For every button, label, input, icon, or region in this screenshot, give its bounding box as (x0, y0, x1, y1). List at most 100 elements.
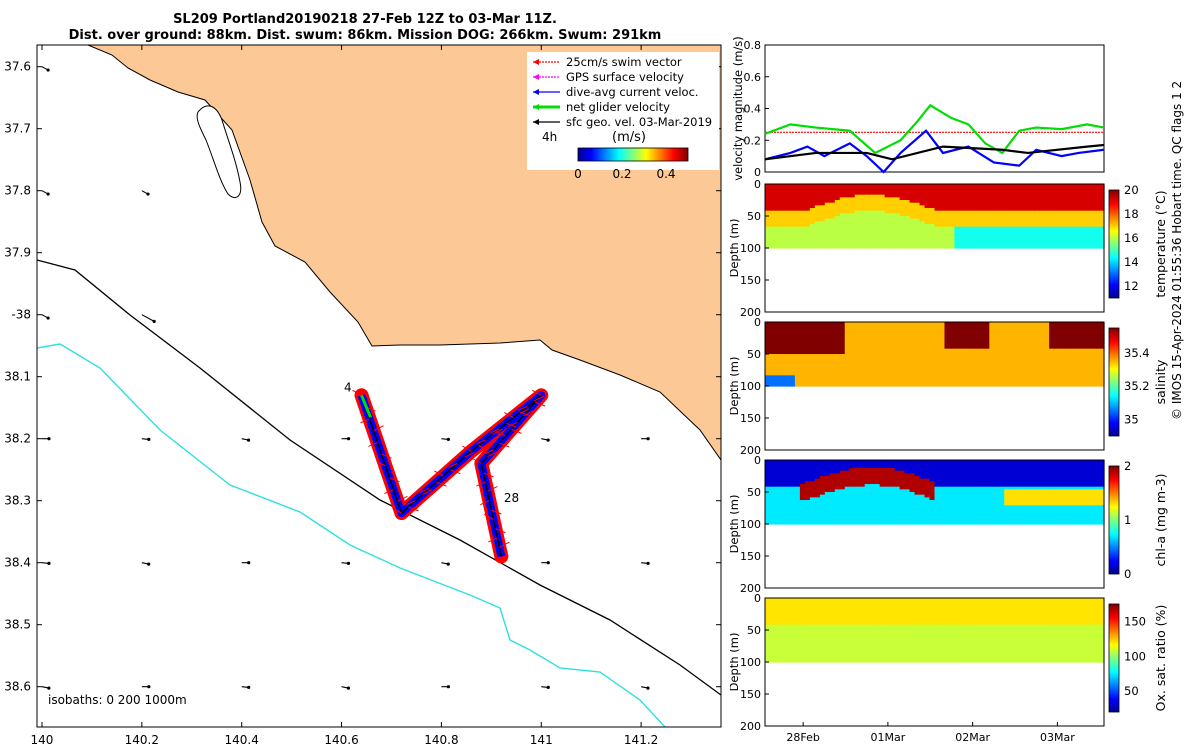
colorbar-tick-label: 12 (1124, 279, 1139, 293)
depth-axis-label: Depth (m) (730, 357, 741, 416)
depth-tick-label: 100 (740, 380, 761, 393)
colorbar-tick-label: 2 (1124, 459, 1131, 473)
map-y-tick-label: 37.9 (4, 246, 31, 260)
time-tick-label: 28Feb (786, 731, 819, 744)
track-annotation: 28 (504, 491, 519, 505)
velocity-series-line (764, 143, 1105, 161)
depth-tick-label: 0 (754, 454, 761, 467)
map-y-tick-label: 37.7 (4, 122, 31, 136)
colorbar-label: salinity (1153, 359, 1168, 404)
depth-tick-label: 150 (740, 550, 761, 563)
island (196, 105, 242, 198)
velocity-y-tick-label: 0.6 (744, 71, 762, 84)
depth-tick-label: 50 (747, 624, 761, 637)
map-x-tick-label: 140.4 (225, 733, 259, 747)
surface-velocity-arrows (41, 66, 650, 690)
colorbar-tick-label: 35 (1124, 412, 1139, 426)
legend-entry: sfc geo. vel. 03-Mar-2019 (566, 115, 712, 129)
colorbar-label: (m/s) (612, 130, 646, 145)
map-x-tick-label: 140.8 (424, 733, 458, 747)
map-y-tick-label: 38.4 (4, 556, 31, 570)
depth-tick-label: 150 (740, 688, 761, 701)
colorbar-tick-label: 0 (574, 167, 582, 181)
speed-colorbar (577, 147, 689, 162)
colorbar-tick-label: 16 (1124, 231, 1139, 245)
map-x-tick-label: 141 (530, 733, 553, 747)
map-y-tick-label: 38.1 (4, 370, 31, 384)
legend-entry: GPS surface velocity (566, 70, 684, 84)
legend-entry: 25cm/s swim vector (566, 55, 682, 69)
depth-tick-label: 50 (747, 348, 761, 361)
heatmap-field (765, 460, 1105, 525)
colorbar-tick-label: 150 (1124, 614, 1146, 628)
time-tick-label: 01Mar (871, 731, 906, 744)
colorbar-tick-label: 0.2 (612, 167, 631, 181)
glider-track (352, 388, 549, 564)
heatmap-field (765, 322, 1105, 387)
colorbar-tick-label: 35.2 (1124, 379, 1150, 393)
colorbar-tick-label: 35.4 (1124, 346, 1150, 360)
imos-timestamp: © IMOS 15-Apr-2024 01:55:36 Hobart time.… (1170, 80, 1184, 420)
chart-subtitle: Dist. over ground: 88km. Dist. swum: 86k… (68, 28, 662, 43)
colorbar-tick-label: 20 (1124, 183, 1139, 197)
chart-title: SL209 Portland20190218 27-Feb 12Z to 03-… (173, 12, 557, 27)
colorbar-tick-label: 18 (1124, 207, 1139, 221)
colorbar-tick-label: 1 (1124, 513, 1131, 527)
legend-entry: net glider velocity (566, 100, 670, 114)
time-tick-label: 02Mar (955, 731, 990, 744)
depth-tick-label: 0 (754, 316, 761, 329)
depth-tick-label: 0 (754, 592, 761, 605)
map-chart: 4 28 140 140.2 140.4 140.6 140.8 141 141.2 37.6 3… (4, 44, 722, 747)
depth-tick-label: 200 (740, 582, 761, 595)
track-annotation: 4 (344, 381, 352, 395)
velocity-y-axis-label: velocity magnitude (m/s) (731, 36, 745, 181)
velocity-series-line (764, 103, 1105, 155)
velocity-y-tick-label: 0 (754, 166, 761, 179)
legend-entry: dive-avg current veloc. (566, 85, 699, 99)
colorbar-tick-label: 100 (1124, 649, 1146, 663)
map-y-tick-label: 38.6 (4, 680, 31, 694)
depth-tick-label: 200 (740, 444, 761, 457)
colorbar-tick-label: 14 (1124, 255, 1139, 269)
isobath-1000m (37, 343, 666, 727)
depth-tick-label: 100 (740, 656, 761, 669)
heatmap-colorbar (1108, 327, 1120, 437)
velocity-y-tick-label: 0.4 (744, 103, 762, 116)
colorbar-tick-label: 0 (1124, 567, 1131, 581)
map-x-tick-label: 140.6 (324, 733, 358, 747)
depth-tick-label: 0 (754, 178, 761, 191)
depth-tick-label: 200 (740, 306, 761, 319)
map-y-tick-label: -38 (11, 308, 31, 322)
depth-tick-label: 200 (740, 720, 761, 733)
heatmap-field (765, 184, 1105, 249)
depth-tick-label: 50 (747, 486, 761, 499)
map-x-tick-label: 140.2 (125, 733, 159, 747)
map-y-tick-label: 38.3 (4, 494, 31, 508)
isobath-200m (37, 259, 721, 696)
colorbar-label: chl-a (mg m-3) (1153, 474, 1168, 567)
colorbar-tick-label: 0.4 (656, 167, 675, 181)
colorbar-label: Ox. sat. ratio (%) (1153, 605, 1168, 712)
colorbar-label: temperature (°C) (1153, 190, 1168, 297)
depth-tick-label: 100 (740, 242, 761, 255)
heatmap-colorbar (1108, 189, 1120, 299)
map-y-tick-label: 38.5 (4, 618, 31, 632)
depth-axis-label: Depth (m) (730, 633, 741, 692)
legend-interval: 4h (542, 130, 557, 144)
depth-tick-label: 150 (740, 412, 761, 425)
time-tick-label: 03Mar (1040, 731, 1075, 744)
map-y-tick-label: 37.6 (4, 60, 31, 74)
depth-axis-label: Depth (m) (730, 495, 741, 554)
depth-tick-label: 100 (740, 518, 761, 531)
colorbar-tick-label: 50 (1124, 684, 1139, 698)
heatmap-field (765, 598, 1105, 663)
velocity-y-tick-label: 0.2 (744, 134, 762, 147)
depth-tick-label: 150 (740, 274, 761, 287)
depth-tick-label: 50 (747, 210, 761, 223)
velocity-y-tick-label: 0.8 (744, 39, 762, 52)
depth-axis-label: Depth (m) (730, 219, 741, 278)
map-x-tick-label: 140 (31, 733, 54, 747)
map-x-tick-label: 141.2 (624, 733, 658, 747)
